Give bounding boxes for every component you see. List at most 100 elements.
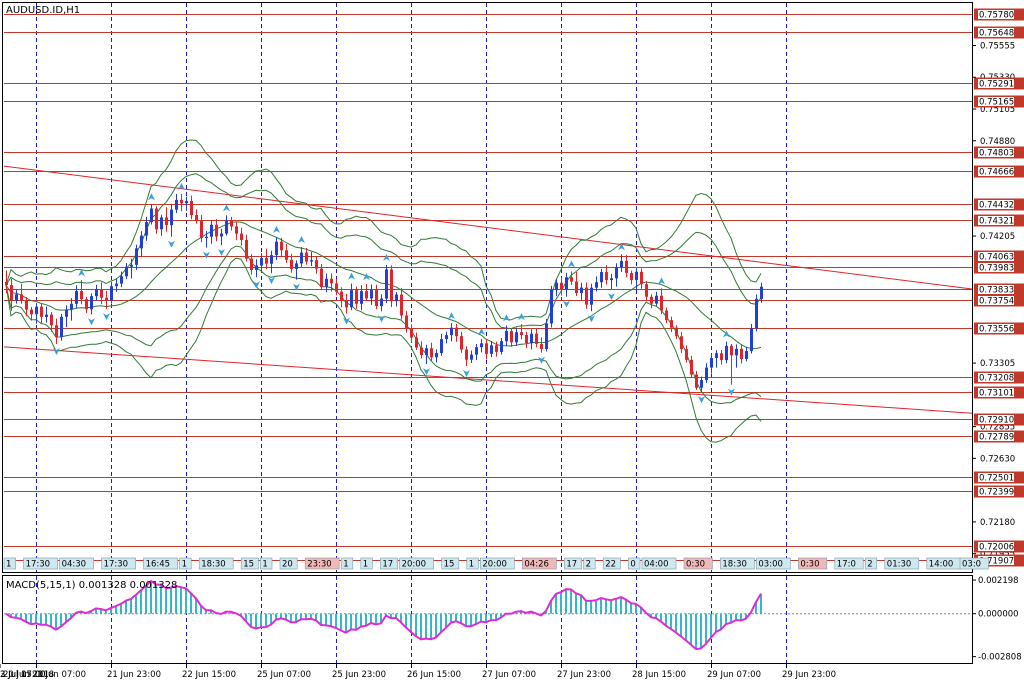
candle-body	[295, 263, 298, 269]
macd-histogram-bar	[325, 613, 327, 626]
candle-body	[185, 200, 188, 204]
candle-body	[305, 252, 308, 262]
time-tag-label: 2	[867, 560, 872, 570]
time-tag	[279, 557, 298, 570]
macd-histogram-bar	[155, 584, 157, 614]
time-tick-label: 26 Jun 15:00	[407, 670, 461, 680]
candle-body	[310, 260, 313, 262]
candle-body	[230, 220, 233, 227]
macd-histogram-bar	[730, 613, 732, 623]
price-tags: 0.75780 0.75648 0.75291 0.75165 0.74803 0.746…	[974, 8, 1024, 567]
macd-histogram-bar	[635, 603, 637, 614]
macd-histogram-bar	[610, 600, 612, 614]
time-tag-label: 03:00	[758, 560, 783, 570]
candle-body	[15, 294, 18, 301]
macd-histogram-bar	[115, 606, 117, 614]
macd-histogram-bar	[240, 613, 242, 616]
price-tag-label: 0.72789	[979, 433, 1014, 443]
candle-body	[180, 199, 183, 204]
candle-body	[395, 294, 398, 302]
candle-body	[650, 296, 653, 304]
time-tag	[260, 557, 273, 570]
candle-body	[40, 306, 43, 317]
candle-body	[265, 258, 268, 264]
candle-body	[400, 294, 403, 316]
price-tag-label: 0.75291	[979, 80, 1014, 90]
macd-histogram-bar	[565, 589, 567, 614]
candle-body	[535, 333, 538, 345]
fractal-up-icon	[448, 312, 455, 320]
candle-body	[640, 271, 643, 285]
candle-body	[255, 265, 258, 270]
price-tag-inner	[978, 415, 1014, 424]
time-tag	[3, 557, 16, 570]
trend-line	[3, 165, 973, 290]
candle-body	[90, 296, 93, 310]
candle-body	[380, 298, 383, 307]
candle-body	[500, 341, 503, 352]
macd-histogram-bar	[55, 613, 57, 630]
fractal-down-icon	[728, 388, 735, 396]
macd-histogram-bar	[345, 613, 347, 633]
time-tag-label: 16:45	[146, 560, 171, 570]
macd-histogram-bar	[600, 598, 602, 614]
candle-body	[210, 224, 213, 237]
price-tag-inner	[978, 148, 1014, 157]
macd-histogram-bar	[545, 610, 547, 614]
macd-histogram-bar	[485, 613, 487, 623]
candle-body	[585, 287, 588, 305]
candle-body	[70, 303, 73, 310]
macd-histogram-bar	[710, 613, 712, 638]
price-tag-label: 0.71907	[979, 557, 1014, 567]
candle-body	[490, 345, 493, 354]
macd-histogram-bar	[390, 613, 392, 619]
price-tag-inner	[978, 432, 1014, 441]
price-tag-label: 0.73833	[979, 286, 1014, 296]
time-tag-label: 20	[282, 560, 293, 570]
time-tag-label: 17:30	[26, 560, 50, 570]
time-tag-label: 22	[605, 560, 616, 570]
macd-histogram-bar	[650, 613, 652, 618]
time-tag	[59, 557, 94, 570]
fractal-down-icon	[88, 318, 95, 326]
time-tag-label: 15	[444, 560, 455, 570]
time-tick-label: 20 Jun 2018	[3, 670, 54, 680]
time-tag	[959, 557, 989, 570]
candle-body	[515, 332, 518, 343]
price-tag-inner	[978, 285, 1014, 294]
candle-body	[715, 353, 718, 359]
fractal-up-icon	[383, 253, 390, 261]
macd-histogram-bar	[605, 599, 607, 614]
time-tag	[628, 557, 641, 570]
time-tag-label: 17	[566, 560, 577, 570]
macd-histogram-bar	[410, 613, 412, 633]
time-tag	[304, 557, 340, 570]
fractal-down-icon	[253, 281, 260, 289]
candle-body	[680, 336, 683, 350]
candle-body	[325, 278, 328, 288]
candle-body	[740, 348, 743, 359]
fractal-down-icon	[463, 370, 470, 378]
candle-body	[510, 331, 513, 343]
candle-body	[685, 349, 688, 360]
candle-body	[580, 287, 583, 294]
macd-histogram-bar	[360, 613, 362, 627]
time-tag	[834, 557, 864, 570]
candle-body	[635, 271, 638, 281]
macd-histogram-bar	[520, 611, 522, 614]
macd-histogram-bar	[310, 613, 312, 619]
candle-body	[55, 325, 58, 337]
candle-body	[595, 282, 598, 288]
time-tag	[23, 557, 58, 570]
candle-body	[130, 264, 133, 267]
candle-body	[465, 349, 468, 360]
fractal-down-icon	[563, 300, 570, 308]
candle-body	[300, 252, 303, 264]
candle-body	[660, 295, 663, 311]
time-tag	[101, 557, 136, 570]
macd-histogram-bar	[95, 608, 97, 614]
price-tick-label: 0.72855	[980, 423, 1015, 433]
price-tag-label: 0.75780	[979, 11, 1014, 21]
time-tag	[522, 557, 557, 570]
